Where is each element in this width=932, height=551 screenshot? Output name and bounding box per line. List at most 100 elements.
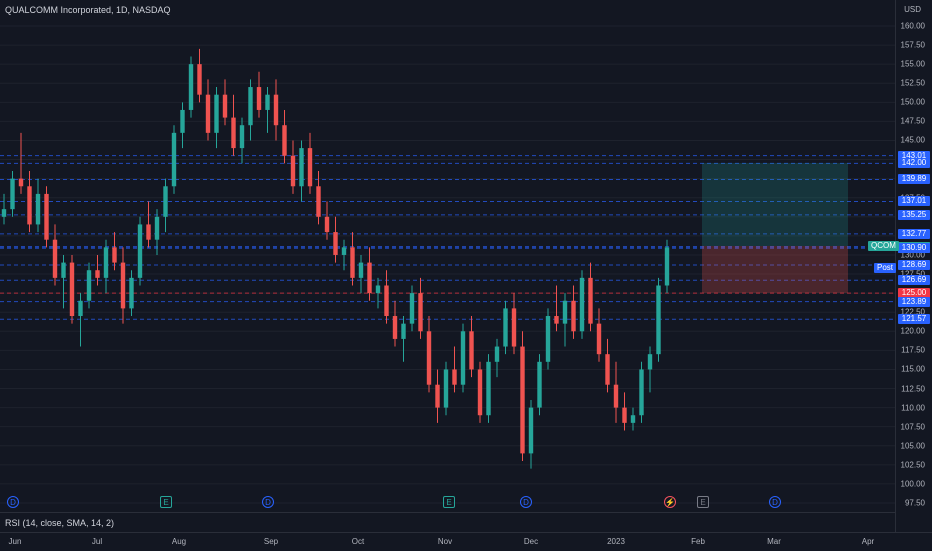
candle-body [188,64,194,110]
candle-body [61,262,66,278]
candle-body [299,148,304,187]
candle-body [639,369,644,416]
candle-body [656,285,661,355]
candle-body [375,285,381,294]
candle-body [112,247,117,263]
price-level-label[interactable]: 130.90 [898,243,930,254]
candle-body [486,361,491,416]
price-level-label[interactable]: 142.00 [898,158,930,169]
candle-body [392,316,398,339]
symbol-price-tag: QCOM [868,241,899,251]
candle-body [205,94,211,133]
price-tick-1: 157.50 [900,40,925,50]
price-level-label[interactable]: 139.89 [898,174,930,185]
candle-body [78,300,83,317]
candle-body [435,384,440,408]
candle-body [630,415,636,423]
candle-body [554,316,559,324]
candle-body [290,155,296,187]
dividend-icon[interactable]: D [520,496,532,508]
price-tick-4: 150.00 [900,97,925,107]
candle-body [452,369,457,385]
candle-body [545,316,551,362]
candle-body [588,277,593,324]
candle-body [10,178,15,210]
time-label-jun: Jun [8,537,22,546]
candle-body [571,300,576,332]
candle-body [265,94,270,110]
candle-body [528,407,534,454]
candle-body [494,346,500,362]
time-label-2023: 2023 [607,537,625,546]
candle-body [27,186,32,225]
split-icon[interactable]: ⚡ [664,496,676,508]
price-tick-22: 105.00 [900,441,925,451]
candle-body [256,87,262,110]
price-level-label[interactable]: 126.69 [898,275,930,286]
price-level-label[interactable]: 121.57 [898,314,930,325]
price-tick-24: 100.00 [900,479,925,489]
dividend-icon[interactable]: D [769,496,781,508]
price-level-label[interactable]: 128.69 [898,259,930,270]
candle-body [503,308,508,347]
candle-body [358,262,364,278]
price-tick-20: 110.00 [901,403,925,413]
candle-body [197,64,202,95]
candle-body [613,384,619,408]
candle-body [248,87,253,126]
candle-body [579,277,585,332]
candle-body [511,308,517,347]
candle-body [307,148,313,187]
position-profit-zone [702,163,848,246]
candle-body [171,132,177,187]
candle-body [180,109,185,133]
price-level-label[interactable]: 132.77 [898,228,930,239]
candle-body [596,323,602,355]
price-grid [0,25,895,504]
earnings-icon[interactable]: E [443,496,455,508]
position-loss-zone [702,246,848,293]
price-tick-12: 130.00 [900,250,925,260]
rsi-pane[interactable]: RSI (14, close, SMA, 14, 2) [0,512,895,533]
price-tick-2: 155.00 [900,59,925,69]
candle-body [324,216,330,233]
candle-body [341,247,347,255]
candle-body [120,262,126,309]
earnings-icon[interactable]: E [697,496,709,508]
price-level-label[interactable]: 143.01 [898,150,930,161]
candle-body [384,285,389,317]
time-label-aug: Aug [171,537,187,546]
candle-body [95,270,100,278]
price-level-label[interactable]: 125.00 [898,288,930,299]
horizontal-level-lines [0,155,895,320]
dividend-icon[interactable]: D [262,496,274,508]
candle-body [333,232,338,255]
candle-body [469,331,474,370]
dividend-icon[interactable]: D [7,496,19,508]
price-level-label[interactable]: 137.01 [898,196,930,207]
candle-body [282,125,287,156]
candle-body [562,300,568,324]
candle-body [350,247,355,278]
earnings-icon[interactable]: E [160,496,172,508]
candle-body [520,346,525,454]
candle-body [163,186,168,217]
time-label-jul: Jul [91,537,103,546]
candle-body [129,277,134,309]
candle-body [154,216,160,240]
candle-body [401,323,406,339]
price-chart[interactable] [0,0,895,512]
price-level-label[interactable]: 135.25 [898,209,930,220]
price-level-label[interactable]: 123.89 [898,296,930,307]
candle-body [605,354,610,385]
candle-body [86,270,92,301]
candle-body [537,361,542,408]
time-axis[interactable]: Jun Jul Aug Sep Oct Nov Dec 2023 Feb Mar Apr [0,532,932,551]
currency-label: USD [904,5,921,14]
time-label-feb: Feb [691,537,705,546]
candle-body [426,331,432,385]
candle-body [477,369,483,416]
candle-body [664,247,670,286]
candle-body [44,193,49,240]
price-tick-25: 97.50 [904,498,925,508]
